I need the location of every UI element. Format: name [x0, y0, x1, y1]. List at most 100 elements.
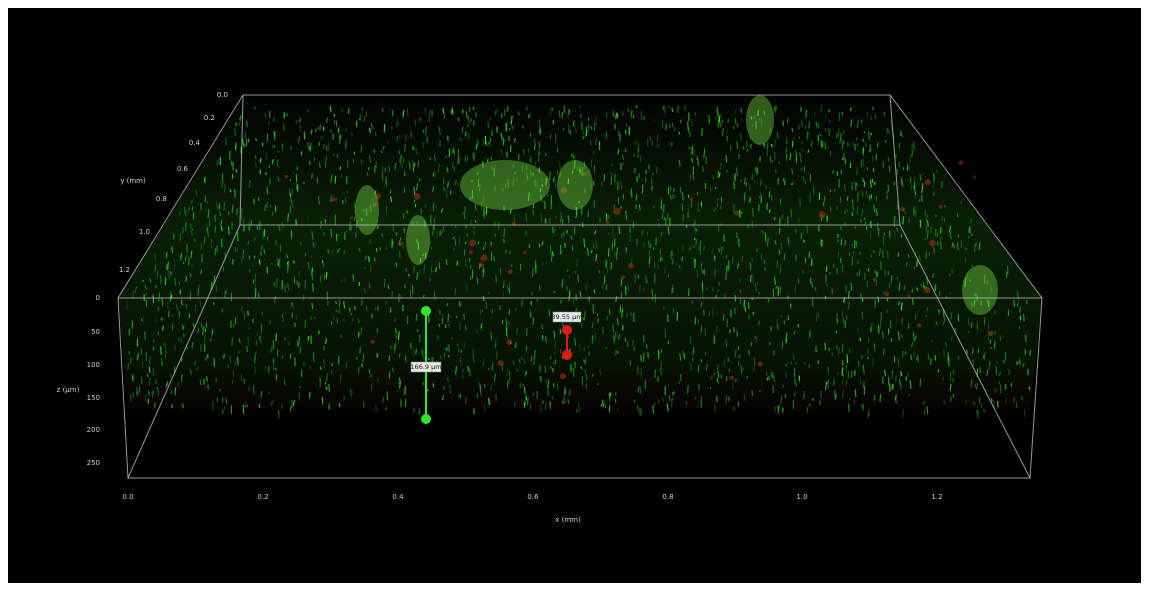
speck [332, 363, 333, 366]
speck [399, 150, 400, 154]
speck [724, 235, 725, 242]
speck [706, 287, 707, 290]
speck [561, 216, 562, 222]
speck [759, 321, 760, 325]
z-tick-label: 150 [87, 394, 100, 402]
speck [406, 268, 407, 272]
speck [247, 346, 248, 352]
speck [243, 250, 244, 259]
speck [171, 271, 172, 275]
speck [542, 335, 543, 340]
speck [796, 254, 797, 261]
speck [554, 291, 555, 293]
speck [612, 164, 613, 167]
speck [753, 312, 754, 315]
speck [404, 228, 405, 233]
speck [312, 303, 313, 309]
speck [878, 296, 879, 302]
speck [842, 367, 843, 375]
speck [828, 384, 829, 388]
speck [241, 213, 242, 221]
speck [771, 195, 772, 201]
speck [688, 122, 689, 130]
speck [903, 167, 904, 169]
speck [396, 263, 397, 267]
speck [855, 390, 856, 398]
speck [496, 110, 497, 113]
speck [740, 289, 741, 293]
speck [562, 279, 563, 287]
speck [1008, 310, 1009, 316]
speck [859, 269, 860, 276]
speck [206, 207, 207, 212]
speck [416, 147, 417, 155]
speck [802, 149, 803, 152]
speck [491, 384, 492, 391]
speck [654, 261, 655, 268]
red-speck [959, 161, 963, 165]
speck [846, 285, 847, 293]
speck [389, 166, 390, 173]
speck [239, 351, 240, 354]
speck [704, 246, 705, 251]
speck [915, 336, 916, 341]
speck [901, 302, 902, 310]
speck [263, 230, 264, 239]
speck [718, 108, 719, 110]
speck [244, 379, 245, 384]
speck [908, 323, 909, 329]
speck [353, 274, 354, 281]
speck [679, 132, 680, 134]
speck [224, 202, 225, 210]
speck [279, 259, 280, 266]
speck [297, 340, 298, 347]
speck [414, 164, 415, 167]
speck [980, 367, 981, 374]
speck [623, 111, 624, 116]
red-speck [507, 339, 513, 345]
red-speck [917, 323, 921, 327]
speck [346, 129, 347, 131]
speck [861, 293, 862, 298]
red-speck [285, 175, 288, 178]
bright-cluster [962, 265, 998, 315]
speck [938, 370, 939, 373]
speck [869, 131, 870, 140]
speck [259, 404, 260, 408]
speck [463, 369, 464, 372]
speck [741, 212, 742, 214]
speck [780, 287, 781, 293]
speck [351, 313, 352, 315]
speck [572, 246, 573, 251]
speck [792, 128, 793, 132]
speck [895, 216, 896, 220]
speck [340, 134, 341, 139]
red-speck [939, 205, 943, 209]
speck [319, 331, 320, 334]
speck [440, 230, 441, 236]
speck [927, 230, 928, 239]
speck [950, 372, 951, 381]
speck [697, 270, 698, 278]
speck [799, 125, 800, 129]
speck [443, 108, 444, 113]
speck [456, 366, 457, 374]
speck [889, 230, 890, 238]
red-speck [628, 263, 634, 269]
speck [973, 359, 974, 366]
speck [672, 107, 673, 111]
speck [594, 289, 595, 292]
speck [842, 380, 843, 385]
speck [541, 377, 542, 382]
speck [866, 227, 867, 230]
speck [883, 377, 884, 384]
speck [358, 319, 359, 323]
speck [765, 260, 766, 264]
speck [327, 373, 328, 381]
speck [878, 325, 879, 333]
speck [256, 138, 257, 141]
speck [581, 114, 582, 118]
speck [270, 178, 271, 185]
speck [786, 339, 787, 343]
speck [509, 376, 510, 381]
